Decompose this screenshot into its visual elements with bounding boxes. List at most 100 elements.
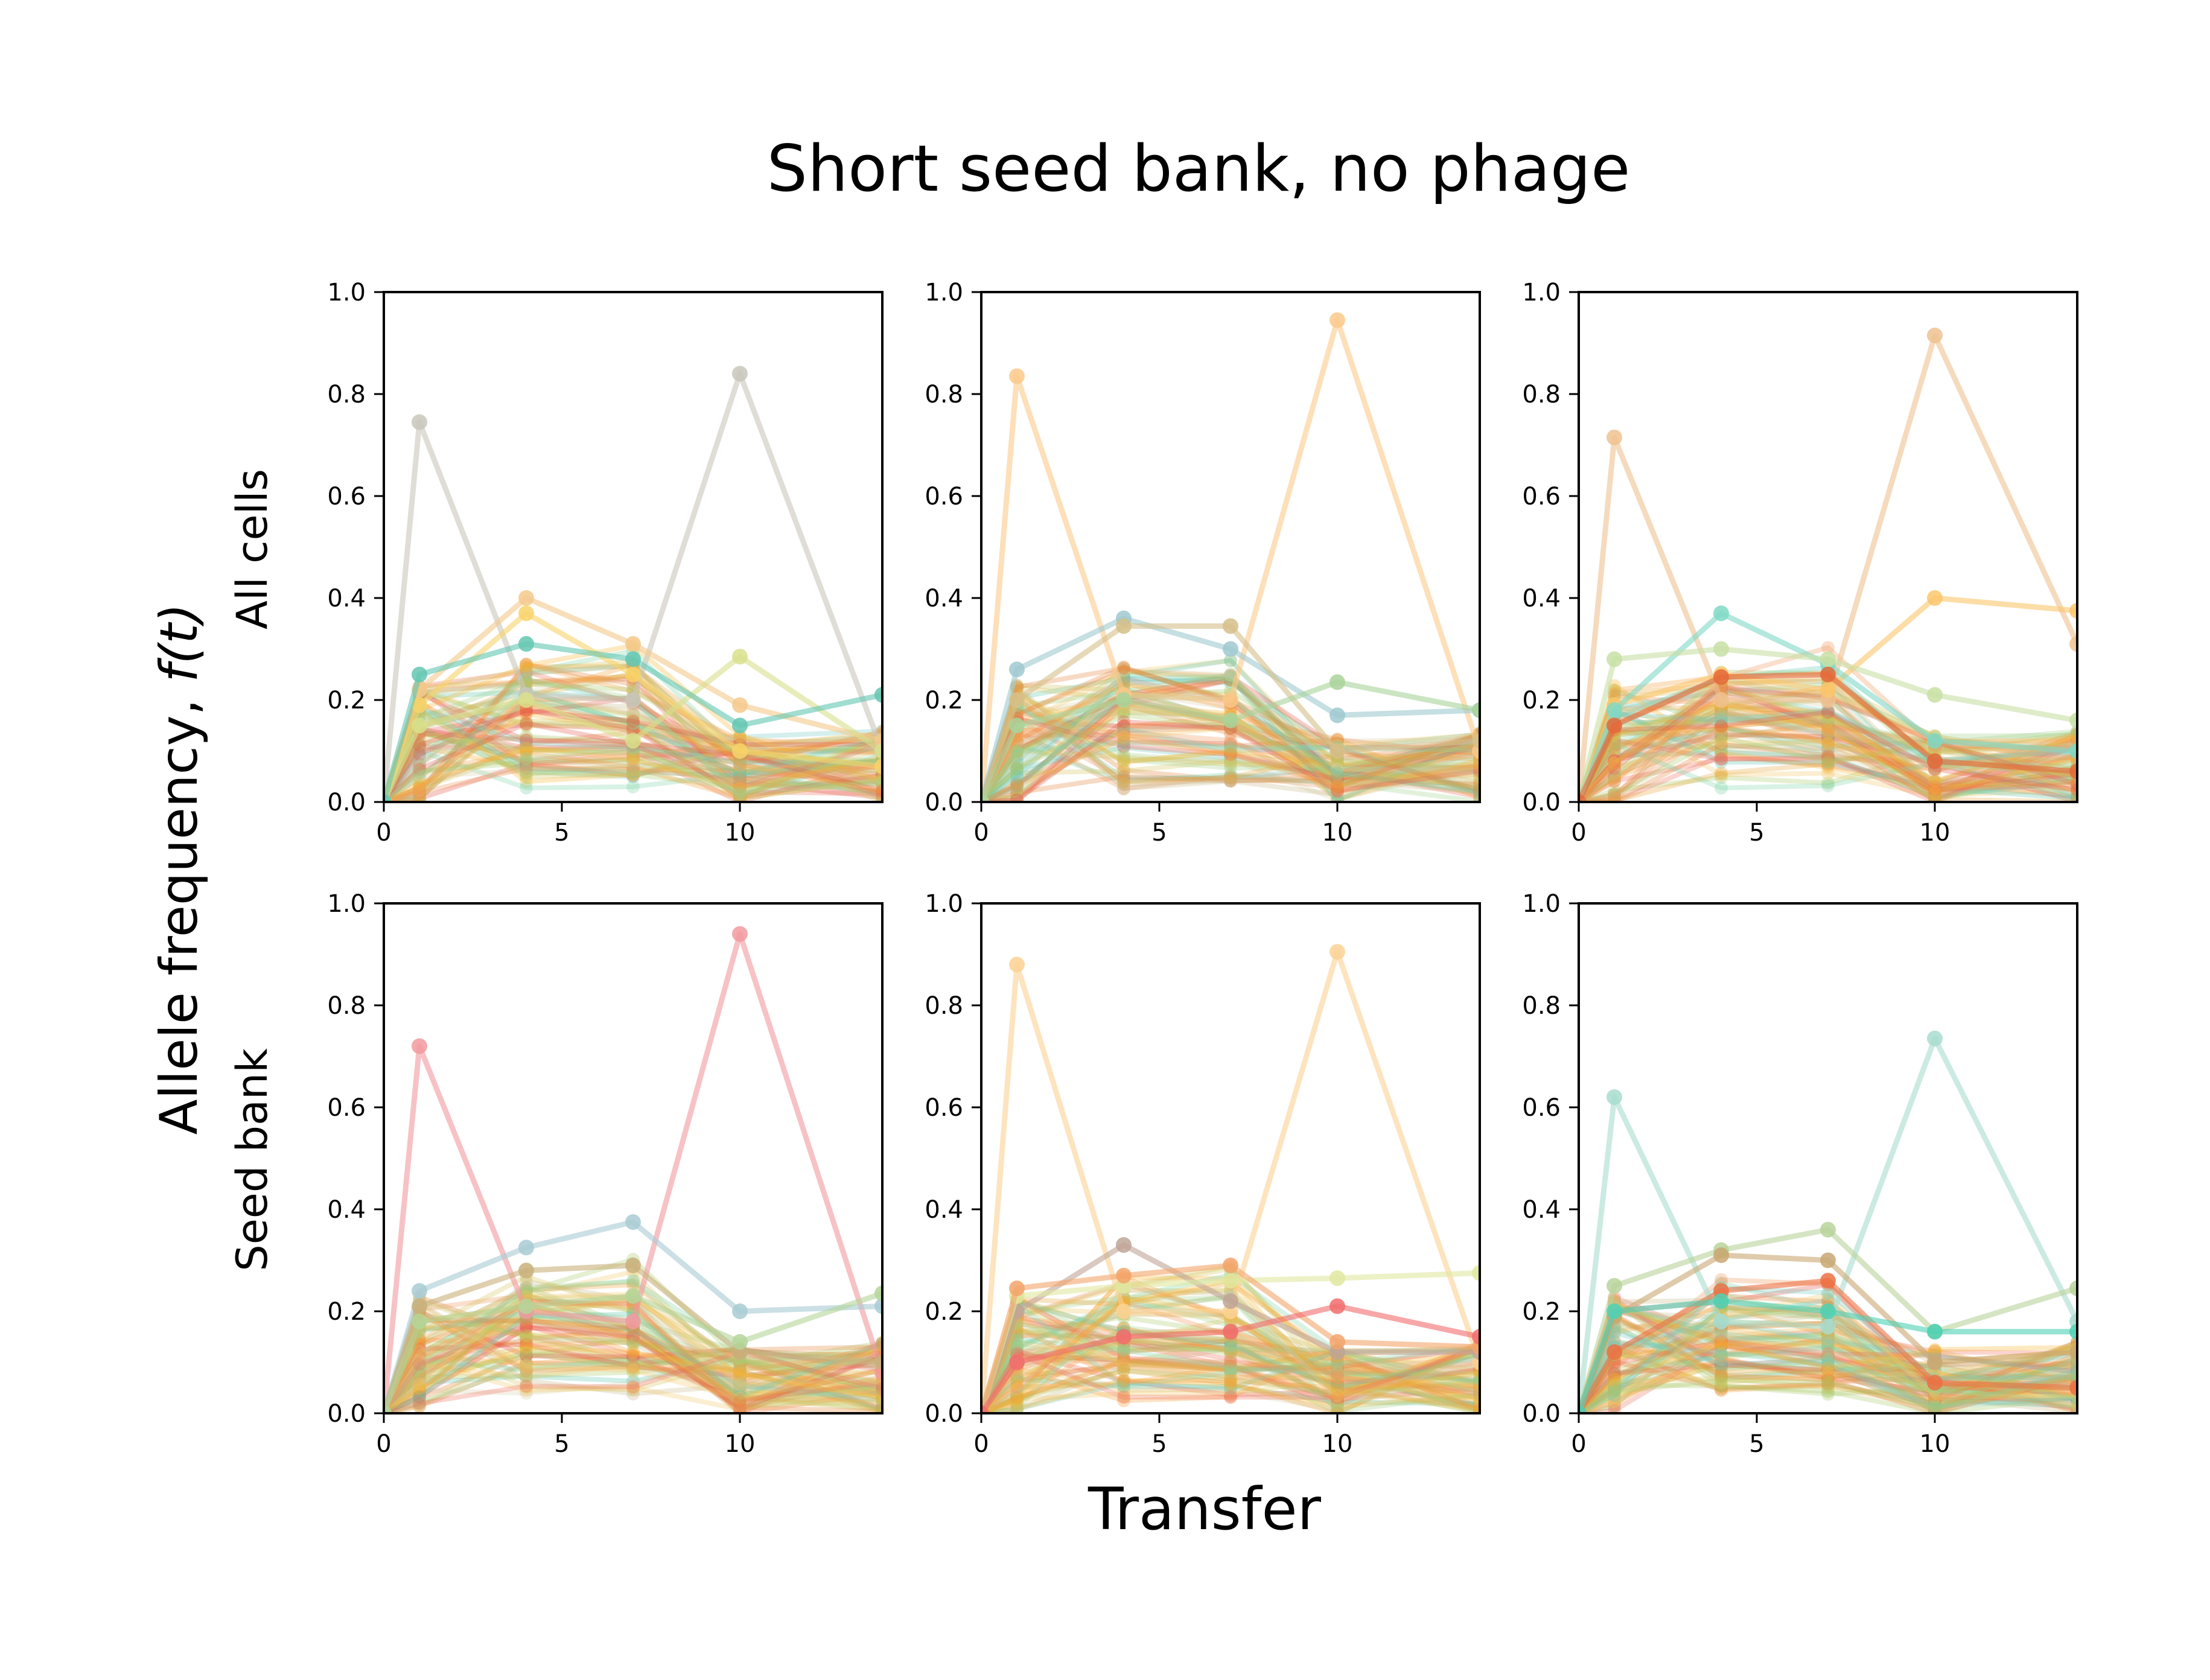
background-point	[1117, 1379, 1130, 1393]
series-line	[384, 1291, 882, 1413]
background-point	[413, 1350, 426, 1364]
y-axis-label: Allele frequency, f(t)	[149, 603, 209, 1135]
background-point	[1608, 794, 1621, 802]
background-point	[626, 752, 640, 766]
background-point	[626, 716, 640, 730]
background-point	[1715, 1338, 1728, 1352]
y-tick-label: 0.0	[327, 789, 366, 816]
background-point	[626, 768, 640, 781]
background-point	[1117, 754, 1130, 768]
background-line	[981, 1322, 1480, 1413]
background-point	[1473, 775, 1480, 789]
background-point	[876, 1383, 882, 1397]
background-point	[413, 1366, 426, 1379]
background-point	[1331, 759, 1344, 773]
background-line	[981, 1315, 1480, 1413]
background-point	[1224, 746, 1237, 760]
series-5	[1579, 666, 2077, 802]
x-tick-label: 5	[554, 819, 569, 847]
background-point	[626, 753, 640, 767]
background-point	[626, 1365, 640, 1379]
background-point	[413, 762, 426, 776]
background-point	[1715, 1335, 1728, 1349]
background-point	[1010, 1380, 1024, 1394]
background-point	[1715, 1379, 1728, 1393]
series-4	[1579, 1273, 2077, 1413]
background-point	[520, 663, 533, 676]
background-point	[1331, 781, 1344, 795]
background-point	[1821, 723, 1835, 737]
background-line	[1579, 1362, 2077, 1413]
row-label-seed-bank: Seed bank	[228, 1048, 277, 1271]
background-point	[1224, 743, 1237, 757]
background-point	[2071, 733, 2077, 746]
background-point	[520, 1384, 533, 1398]
background-line	[1579, 1351, 2077, 1413]
background-point	[1715, 771, 1728, 784]
background-line	[384, 1323, 882, 1413]
background-point	[876, 787, 882, 801]
background-point	[626, 1354, 640, 1368]
background-line	[384, 1325, 882, 1413]
background-point	[520, 1357, 533, 1370]
background-point	[1473, 1382, 1480, 1396]
background-point	[1608, 754, 1621, 768]
background-point	[1821, 1373, 1835, 1387]
background-point	[1331, 774, 1344, 788]
background-line	[981, 672, 1480, 802]
background-point	[876, 778, 882, 792]
background-point	[876, 795, 882, 802]
background-point	[1331, 1378, 1344, 1392]
background-point	[520, 1284, 533, 1298]
background-point	[2071, 1367, 2077, 1381]
background-line	[981, 1295, 1480, 1413]
background-point	[2071, 728, 2077, 742]
background-point	[1224, 727, 1237, 740]
background-point	[520, 775, 533, 789]
y-tick-label: 0.8	[1522, 992, 1561, 1020]
axes-frame	[1578, 291, 2078, 803]
background-point	[1224, 757, 1237, 771]
series-1	[981, 312, 1480, 802]
background-point	[1224, 1372, 1237, 1386]
background-point	[413, 1370, 426, 1384]
background-line	[1579, 1304, 2077, 1413]
background-point	[413, 1344, 426, 1358]
background-point	[1473, 764, 1480, 778]
background-point	[1821, 716, 1835, 730]
background-point	[1331, 774, 1344, 788]
background-point	[1821, 766, 1835, 780]
background-point	[413, 786, 426, 800]
background-point	[626, 1358, 640, 1372]
data-point	[1330, 1334, 1345, 1350]
background-point	[1331, 1373, 1344, 1387]
y-tick-label: 1.0	[925, 279, 963, 307]
background-point	[1331, 757, 1344, 771]
series-line	[1579, 1298, 2077, 1413]
background-point	[1715, 1337, 1728, 1351]
background-line	[1579, 1382, 2077, 1413]
background-point	[733, 1406, 747, 1413]
background-point	[1715, 1326, 1728, 1340]
background-point	[1117, 775, 1130, 789]
background-point	[1117, 1374, 1130, 1388]
background-line	[981, 1299, 1480, 1413]
background-point	[1117, 781, 1130, 795]
background-point	[1331, 1367, 1344, 1381]
background-line	[1579, 669, 2077, 802]
background-point	[1715, 715, 1728, 729]
background-line	[1579, 756, 2077, 802]
background-point	[1331, 779, 1344, 793]
background-line	[384, 1291, 882, 1413]
background-point	[733, 765, 747, 778]
background-line	[384, 744, 882, 802]
background-point	[1821, 1293, 1835, 1307]
background-point	[733, 758, 747, 772]
background-point	[1715, 1335, 1728, 1349]
background-point	[1010, 769, 1024, 783]
plot-area	[981, 312, 1480, 802]
background-point	[520, 733, 533, 747]
background-point	[1821, 1373, 1835, 1387]
background-line	[1579, 1324, 2077, 1413]
background-point	[733, 1395, 747, 1409]
